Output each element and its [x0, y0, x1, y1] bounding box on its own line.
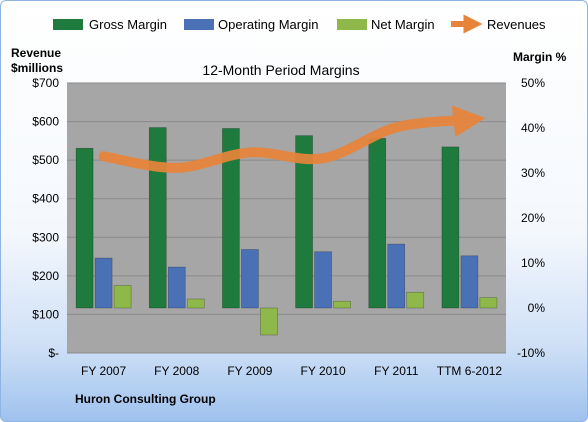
left-tick-label: $- — [48, 346, 59, 360]
bar-gross-margin — [75, 147, 94, 309]
revenue-line — [98, 105, 486, 173]
legend-swatch-operating-margin — [184, 19, 214, 30]
bar-gross-margin — [368, 138, 387, 309]
bar-net-margin — [479, 297, 498, 309]
bar-gross-margin — [441, 146, 460, 309]
bar-operating-margin — [387, 243, 406, 309]
bar-net-margin — [333, 300, 351, 309]
bar-net-margin — [260, 307, 278, 336]
left-tick-label: $300 — [32, 230, 59, 244]
right-axis-ticks: -10% 0% 10% 20% 30% 40% 50% — [517, 76, 545, 360]
left-tick-label: $200 — [32, 269, 59, 283]
legend-swatch-gross-margin — [53, 19, 83, 30]
category-label: FY 2007 — [81, 364, 126, 378]
left-tick-label: $700 — [32, 76, 59, 90]
left-tick-label: $100 — [32, 307, 59, 321]
legend-label-net-margin: Net Margin — [371, 17, 435, 32]
right-tick-label: 40% — [521, 121, 545, 135]
footer-company-name: Huron Consulting Group — [75, 392, 216, 406]
legend-swatch-net-margin — [337, 19, 367, 30]
right-axis-title: Margin % — [513, 50, 567, 64]
left-tick-label: $400 — [32, 192, 59, 206]
bar-operating-margin — [167, 266, 186, 309]
bar-operating-margin — [314, 251, 332, 309]
category-label: TTM 6-2012 — [437, 364, 503, 378]
bars — [75, 127, 498, 336]
bar-gross-margin — [222, 128, 240, 309]
legend-label-revenues: Revenues — [487, 17, 546, 32]
bar-operating-margin — [460, 255, 479, 309]
category-labels: FY 2007 FY 2008 FY 2009 FY 2010 FY 2011 TTM 6… — [81, 364, 502, 378]
bar-net-margin — [113, 285, 132, 309]
bar-gross-margin — [295, 135, 313, 309]
bar-operating-margin — [94, 257, 113, 309]
legend-label-gross-margin: Gross Margin — [89, 17, 167, 32]
right-tick-label: 50% — [521, 76, 545, 90]
chart-title: 12-Month Period Margins — [202, 62, 359, 78]
category-label: FY 2011 — [374, 364, 419, 378]
left-axis-title-line1: Revenue — [11, 46, 61, 60]
bar-operating-margin — [241, 249, 259, 309]
right-tick-label: 10% — [521, 256, 545, 270]
bar-net-margin — [406, 291, 425, 309]
revenue-series-line — [98, 105, 486, 173]
bar-net-margin — [186, 298, 205, 309]
category-label: FY 2010 — [301, 364, 346, 378]
right-tick-label: 0% — [528, 301, 546, 315]
left-axis-ticks: $- $100 $200 $300 $400 $500 $600 $700 — [32, 76, 59, 360]
left-axis-title-line2: $millions — [11, 61, 63, 75]
right-tick-label: 20% — [521, 211, 545, 225]
legend: Gross Margin Operating Margin Net Margin… — [53, 14, 546, 34]
plot-area — [67, 83, 506, 353]
category-label: FY 2009 — [227, 364, 272, 378]
bar-gross-margin — [148, 127, 167, 309]
right-tick-label: -10% — [517, 346, 545, 360]
left-tick-label: $600 — [32, 115, 59, 129]
category-label: FY 2008 — [154, 364, 199, 378]
legend-label-operating-margin: Operating Margin — [218, 17, 318, 32]
gridlines — [67, 82, 506, 354]
right-tick-label: 30% — [521, 166, 545, 180]
left-tick-label: $500 — [32, 153, 59, 167]
